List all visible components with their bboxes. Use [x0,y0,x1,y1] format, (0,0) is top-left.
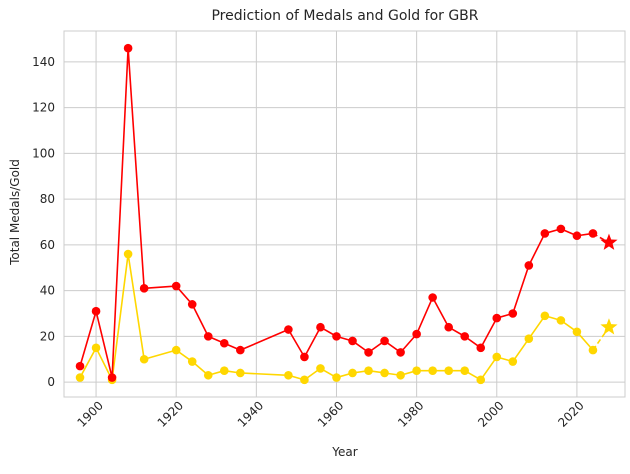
data-point [75,361,85,371]
data-point [332,373,341,382]
data-point [171,345,181,355]
data-point [75,373,85,382]
data-point [187,300,197,309]
data-point [236,345,245,355]
data-point [300,375,309,385]
data-point [364,348,373,357]
data-point [236,368,245,378]
data-point [139,354,149,364]
data-point [540,229,550,238]
data-point [492,352,502,362]
data-point [476,343,486,353]
data-point [91,306,101,316]
data-point [460,366,470,375]
data-point [508,309,518,318]
data-point [203,370,213,380]
data-point [187,357,197,366]
data-point [203,332,213,341]
x-tick-label: 1920 [155,398,186,429]
series-line [79,253,594,381]
prediction-line [592,326,610,351]
data-point [396,370,405,380]
data-point [540,311,550,321]
data-point [332,332,341,341]
x-tick-label: 2020 [555,398,586,429]
data-point [572,231,582,241]
data-point [556,224,566,234]
series [75,43,618,385]
data-point [316,322,325,332]
chart-title: Prediction of Medals and Gold for GBR [211,8,478,24]
data-point [91,343,101,353]
data-point [460,332,470,341]
data-point [412,366,421,375]
data-point [171,281,181,291]
x-axis-label: Year [331,445,357,459]
data-point [476,375,486,385]
data-point [219,366,229,375]
data-point [428,293,437,302]
data-point [572,327,582,337]
series-group [75,249,618,385]
prediction-star-marker [600,318,618,335]
data-point [444,366,453,375]
data-point [556,316,566,325]
y-tick-label: 100 [32,146,55,160]
x-tick-label: 1900 [74,398,105,429]
data-point [284,325,293,334]
prediction-star-marker [600,233,618,250]
data-point [364,366,373,375]
data-point [444,322,453,332]
data-point [348,336,357,346]
x-tick-label: 2000 [475,398,506,429]
y-tick-label: 20 [40,329,55,343]
x-tick-label: 1960 [315,398,346,429]
series-line [79,47,594,379]
data-point [428,366,437,375]
x-tick-label: 1940 [235,398,266,429]
data-point [380,368,389,378]
y-tick-label: 120 [32,101,55,115]
data-point [107,373,117,382]
plot-frame [63,30,626,398]
data-point [123,43,133,53]
data-point [316,364,325,373]
data-point [284,370,293,380]
y-tick-label: 40 [40,284,55,298]
y-tick-label: 60 [40,238,55,252]
data-point [524,261,534,270]
data-point [123,249,133,259]
grid [64,31,625,397]
y-tick-label: 140 [32,55,55,69]
data-point [380,336,389,346]
data-point [219,338,229,348]
prediction-line [592,232,610,244]
data-point [524,334,534,343]
data-point [396,348,405,357]
data-point [508,357,518,366]
data-point [348,368,357,378]
data-point [139,284,149,293]
series-group [75,43,618,382]
data-point [300,352,309,362]
y-tick-label: 80 [40,192,55,206]
y-axis-label: Total Medals/Gold [8,159,22,266]
x-tick-label: 1980 [395,398,426,429]
y-tick-label: 0 [47,375,55,389]
axes: 0 20 40 60 80 100 120 140 1900 1920 1940 1960 1980 20… [32,30,626,430]
data-point [492,313,502,323]
data-point [412,329,421,339]
